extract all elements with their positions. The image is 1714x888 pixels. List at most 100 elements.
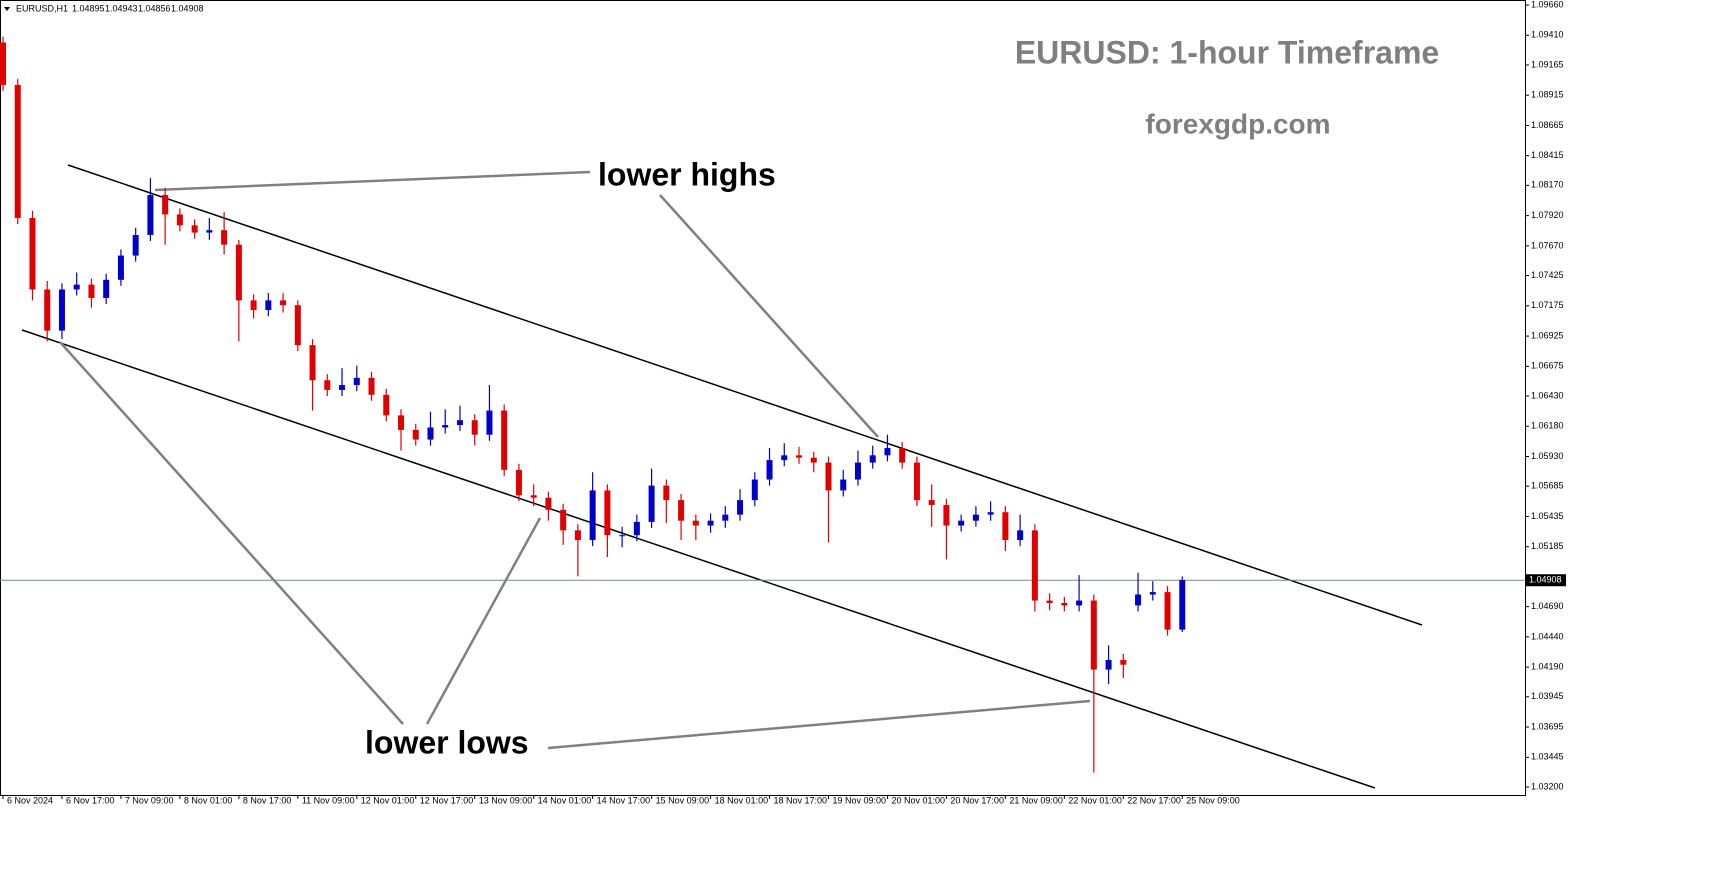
- y-tick-label: 1.05185: [1531, 541, 1564, 551]
- candle-body: [294, 305, 301, 346]
- candle-body: [324, 380, 331, 390]
- candle-body: [589, 490, 596, 541]
- candle-body: [648, 485, 655, 522]
- candle-body: [678, 500, 685, 521]
- x-tick-label: 18 Nov 01:00: [715, 795, 769, 805]
- x-tick-label: 14 Nov 17:00: [597, 795, 651, 805]
- y-tick-label: 1.06430: [1531, 390, 1564, 400]
- candle-body: [117, 255, 124, 280]
- x-tick-label: 12 Nov 01:00: [361, 795, 415, 805]
- y-tick-label: 1.07175: [1531, 300, 1564, 310]
- candle-body: [972, 514, 979, 521]
- y-tick-label: 1.09410: [1531, 30, 1564, 40]
- candle-body: [1017, 530, 1024, 541]
- candle-body: [1090, 600, 1097, 670]
- upper-channel-line: [67, 164, 1423, 626]
- candle-body: [560, 509, 567, 531]
- candle-body: [958, 520, 965, 526]
- candle-body: [162, 195, 169, 215]
- candle-body: [545, 497, 552, 510]
- candle-body: [1031, 530, 1038, 601]
- x-tick-label: 8 Nov 17:00: [243, 795, 292, 805]
- candle-body: [604, 490, 611, 536]
- x-tick-label: 20 Nov 01:00: [891, 795, 945, 805]
- candle-body: [707, 520, 714, 526]
- x-tick-label: 7 Nov 09:00: [125, 795, 174, 805]
- x-tick-label: 19 Nov 09:00: [832, 795, 886, 805]
- y-tick-label: 1.08915: [1531, 90, 1564, 100]
- y-tick-label: 1.09660: [1531, 0, 1564, 9]
- x-tick-label: 22 Nov 01:00: [1068, 795, 1122, 805]
- x-tick-label: 12 Nov 17:00: [420, 795, 474, 805]
- x-tick-label: 20 Nov 17:00: [950, 795, 1004, 805]
- channel: [21, 164, 1423, 789]
- plot-frame: [0, 0, 1526, 796]
- candle-body: [854, 462, 861, 480]
- y-tick-label: 1.03695: [1531, 721, 1564, 731]
- y-tick-label: 1.09165: [1531, 59, 1564, 69]
- candle-body: [486, 410, 493, 435]
- candle-body: [1120, 659, 1127, 665]
- candle-body: [29, 218, 36, 290]
- header-icon: [4, 7, 10, 11]
- y-tick-label: 1.05685: [1531, 481, 1564, 491]
- candle-body: [221, 230, 228, 245]
- candle-body: [530, 495, 537, 498]
- y-tick-label: 1.06675: [1531, 361, 1564, 371]
- chart-title: EURUSD: 1-hour Timeframe: [1015, 34, 1439, 70]
- annotation: lower highs: [598, 156, 776, 192]
- candle-body: [368, 377, 375, 395]
- candle-body: [14, 84, 21, 219]
- y-tick-label: 1.03200: [1531, 781, 1564, 791]
- candle-body: [987, 512, 994, 515]
- candle-body: [692, 520, 699, 526]
- x-tick-label: 13 Nov 09:00: [479, 795, 533, 805]
- candle-body: [825, 462, 832, 491]
- candle-body: [1002, 512, 1009, 541]
- candle-body: [928, 500, 935, 505]
- candle-body: [1149, 592, 1156, 595]
- candle-body: [781, 455, 788, 461]
- lower-channel-line: [21, 329, 1376, 789]
- y-tick-label: 1.04440: [1531, 631, 1564, 641]
- candle-body: [810, 457, 817, 463]
- y-tick-label: 1.08170: [1531, 180, 1564, 190]
- current-price-label: 1.04908: [1529, 575, 1562, 585]
- current-price-box: [1526, 574, 1566, 587]
- candle-body: [1179, 580, 1186, 630]
- candle-body: [176, 214, 183, 226]
- header: EURUSD,H1 1.04895 1.04943 1.04856 1.04908: [4, 3, 204, 13]
- candle-body: [206, 230, 213, 233]
- candle-body: [737, 500, 744, 515]
- candle-body: [1046, 600, 1053, 603]
- candle-body: [88, 284, 95, 298]
- candle-body: [1076, 600, 1083, 606]
- y-tick-label: 1.05930: [1531, 451, 1564, 461]
- candle-body: [58, 289, 65, 331]
- candle-body: [456, 420, 463, 426]
- candle-body: [147, 195, 154, 235]
- candle-body: [353, 377, 360, 386]
- candle-body: [1164, 592, 1171, 630]
- y-tick-label: 1.04690: [1531, 601, 1564, 611]
- pointer-line: [547, 699, 1091, 750]
- candle-body: [235, 244, 242, 301]
- chart-subtitle: forexgdp.com: [1145, 108, 1330, 139]
- annotation: lower lows: [365, 724, 529, 760]
- header-value: 1.04856: [138, 3, 171, 13]
- candle-body: [280, 300, 287, 306]
- candle-body: [869, 455, 876, 463]
- candle-body: [442, 425, 449, 428]
- candle-body: [398, 415, 405, 430]
- candle-body: [943, 504, 950, 526]
- candle-body: [412, 429, 419, 440]
- candle-body: [265, 300, 272, 311]
- candle-body: [383, 394, 390, 416]
- candle-body: [427, 427, 434, 440]
- x-tick-label: 22 Nov 17:00: [1127, 795, 1181, 805]
- y-tick-label: 1.08665: [1531, 120, 1564, 130]
- candle-body: [250, 300, 257, 311]
- candle-body: [663, 485, 670, 501]
